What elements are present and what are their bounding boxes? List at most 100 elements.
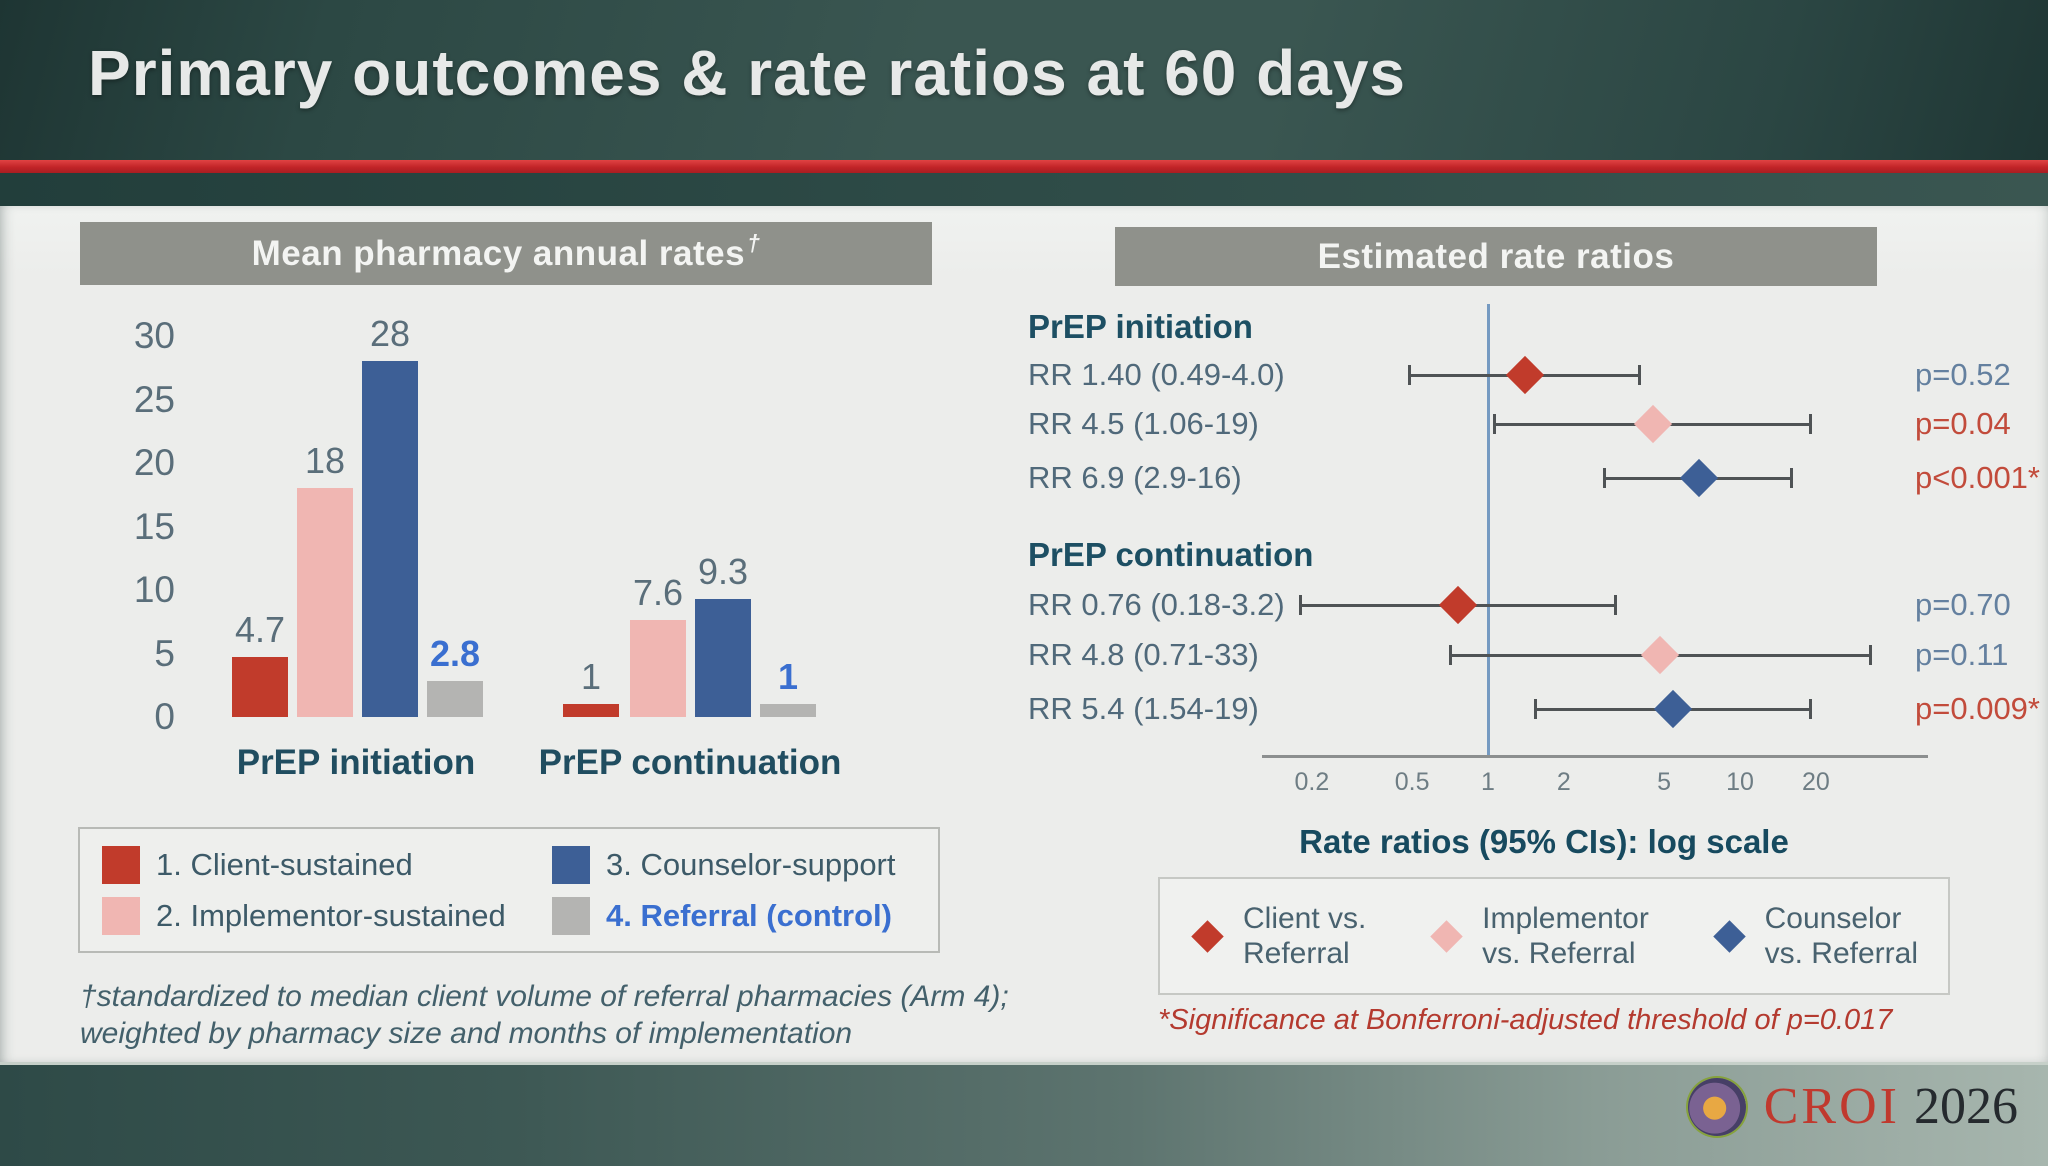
bar-chart-legend: 1. Client-sustained 3. Counselor-support 2… <box>78 827 940 953</box>
y-axis-tick: 10 <box>133 569 175 610</box>
dagger-superscript: † <box>747 230 761 256</box>
ci-cap-low <box>1449 645 1453 665</box>
croi-logo: CROI 2026 <box>1687 1077 2018 1136</box>
forest-legend-item-client: Client vs. Referral <box>1190 901 1366 971</box>
forest-legend-client-line2: Referral <box>1243 937 1350 970</box>
bar-value-label: 28 <box>369 313 411 354</box>
forest-legend-implementor-line1: Implementor <box>1482 902 1649 935</box>
bar-value-label: 1 <box>580 656 602 697</box>
x-axis-line <box>1262 755 1928 758</box>
y-axis-tick: 0 <box>154 696 175 737</box>
rr-diamond <box>1640 635 1679 675</box>
forest-row-label: RR 4.8 (0.71-33) <box>1028 637 1259 672</box>
rr-diamond <box>1505 355 1544 395</box>
p-value-label: p<0.001* <box>1915 460 2040 495</box>
forest-legend-implementor-line2: vs. Referral <box>1482 937 1636 970</box>
rr-diamond <box>1438 585 1478 625</box>
ci-cap-low <box>1492 414 1496 434</box>
bar <box>630 620 686 717</box>
bar-chart: 0 5 10 15 20 25 30 4.7 1 18 7.6 28 9.3 2.8 1 PrEP initi… <box>90 313 890 805</box>
ci-cap-low <box>1603 468 1607 488</box>
croi-year: 2026 <box>1914 1078 2018 1135</box>
y-axis-tick: 30 <box>133 315 175 356</box>
rr-diamond <box>1633 404 1672 444</box>
p-value-label: p=0.11 <box>1915 637 2009 672</box>
title-bar-lower-strip <box>0 173 2048 206</box>
x-axis-tick: 0.2 <box>1294 768 1330 796</box>
croi-wordmark: CROI <box>1763 1078 1900 1135</box>
forest-row-label: RR 6.9 (2.9-16) <box>1028 460 1242 495</box>
counselor-diamond-icon <box>1712 919 1746 953</box>
legend-item: 3. Counselor-support <box>552 839 938 890</box>
left-footnote: †standardized to median client volume of… <box>80 978 1009 1052</box>
forest-row-label: RR 4.5 (1.06-19) <box>1028 406 1259 441</box>
ci-cap-high <box>1789 468 1793 488</box>
bar <box>563 704 619 717</box>
legend-label: 3. Counselor-support <box>606 846 896 882</box>
red-stripe-divider <box>0 160 2048 173</box>
ci-cap-low <box>1298 595 1302 615</box>
left-footnote-line2: weighted by pharmacy size and months of … <box>80 1017 853 1050</box>
bar <box>760 704 816 717</box>
forest-legend-item-implementor: Implementor vs. Referral <box>1429 901 1649 971</box>
y-axis-tick: 20 <box>133 442 175 483</box>
client-diamond-icon <box>1191 919 1224 953</box>
forest-legend: Client vs. Referral Implementor vs. Refe… <box>1158 877 1950 995</box>
forest-group-label: PrEP continuation <box>1028 536 1314 573</box>
slide-content: Mean pharmacy annual rates † 0 5 10 15 20 25 30… <box>0 206 2048 1062</box>
forest-plot: 0.2 0.5 1 2 5 10 20 PrEP initiation RR 1.40 (0.4… <box>1028 300 2040 840</box>
left-panel-header: Mean pharmacy annual rates † <box>80 222 932 285</box>
bar <box>695 599 751 717</box>
legend-label: 2. Implementor-sustained <box>156 897 506 933</box>
p-value-label: p=0.70 <box>1915 587 2011 622</box>
x-axis-tick: 2 <box>1556 768 1571 796</box>
ci-cap-high <box>1808 699 1812 719</box>
rr-diamond <box>1680 458 1719 498</box>
right-panel-header-text: Estimated rate ratios <box>1317 236 1675 276</box>
forest-group-label: PrEP initiation <box>1028 308 1253 345</box>
ci-cap-high <box>1869 645 1873 665</box>
forest-legend-counselor-line2: vs. Referral <box>1764 937 1918 970</box>
slide-title: Primary outcomes & rate ratios at 60 day… <box>88 37 1406 109</box>
bar <box>427 681 483 717</box>
implementor-diamond-icon <box>1430 919 1463 953</box>
forest-legend-item-counselor: Counselor vs. Referral <box>1712 901 1918 971</box>
forest-axis-label: Rate ratios (95% CIs): log scale <box>1299 823 1789 860</box>
x-axis-tick: 10 <box>1726 768 1754 796</box>
bar-value-label: 1 <box>777 656 799 697</box>
category-label: PrEP initiation <box>236 743 476 782</box>
ci-cap-high <box>1613 595 1617 615</box>
bar-value-label: 9.3 <box>697 551 749 592</box>
ci-cap-high <box>1638 365 1642 385</box>
forest-legend-client-line1: Client vs. <box>1243 902 1367 935</box>
ci-cap-low <box>1408 365 1412 385</box>
legend-swatch <box>552 896 590 935</box>
bar <box>297 488 353 717</box>
x-axis-tick: 0.5 <box>1394 768 1430 796</box>
bar-value-label: 4.7 <box>234 609 286 650</box>
legend-item: 4. Referral (control) <box>552 890 938 941</box>
legend-swatch <box>102 896 140 935</box>
forest-row-label: RR 1.40 (0.49-4.0) <box>1028 357 1285 392</box>
y-axis-tick: 15 <box>133 505 175 547</box>
bar-value-label: 18 <box>304 440 346 481</box>
category-label: PrEP continuation <box>538 743 842 782</box>
forest-row-label: RR 5.4 (1.54-19) <box>1028 691 1259 726</box>
forest-row-label: RR 0.76 (0.18-3.2) <box>1028 587 1285 622</box>
right-panel-header: Estimated rate ratios <box>1115 227 1877 286</box>
left-footnote-line1: †standardized to median client volume of… <box>80 980 1009 1013</box>
left-panel-header-text: Mean pharmacy annual rates <box>251 233 746 273</box>
bar <box>232 657 288 717</box>
bar <box>362 361 418 717</box>
bar-value-label: 2.8 <box>429 633 481 674</box>
ci-cap-low <box>1533 699 1537 719</box>
legend-item: 2. Implementor-sustained <box>102 890 552 941</box>
x-axis-tick: 1 <box>1481 768 1495 796</box>
croi-emblem-icon <box>1687 1077 1746 1136</box>
title-bar: Primary outcomes & rate ratios at 60 day… <box>0 0 2048 160</box>
footer-band: CROI 2026 <box>0 1062 2048 1166</box>
forest-legend-counselor-line1: Counselor <box>1764 902 1902 935</box>
reference-line <box>1486 304 1490 755</box>
x-axis-tick: 20 <box>1801 768 1830 796</box>
